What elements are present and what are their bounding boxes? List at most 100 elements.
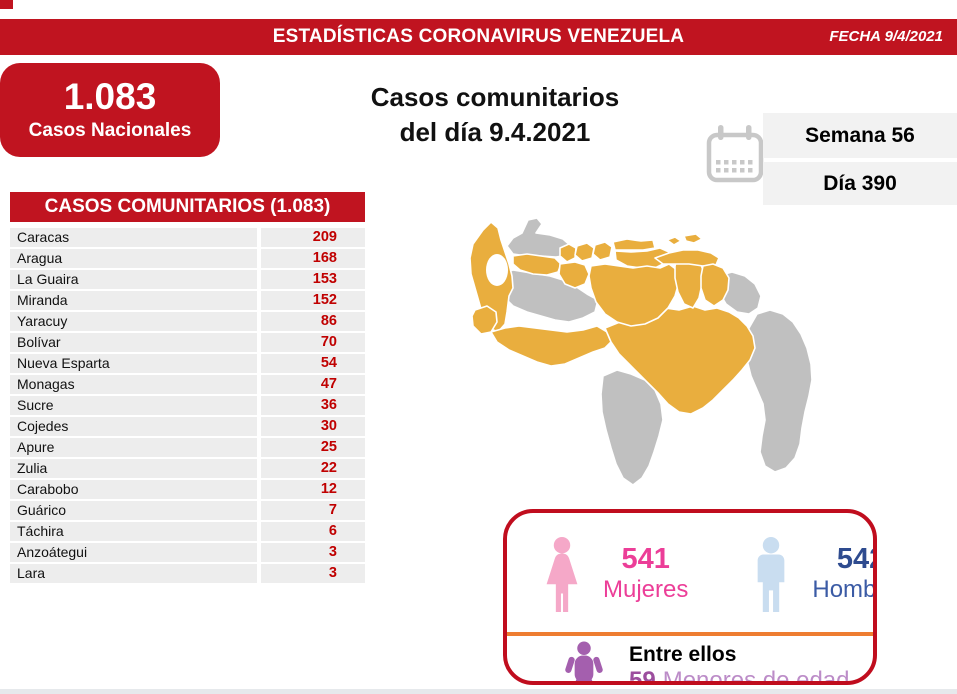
- state-name: Carabobo: [10, 480, 257, 499]
- header-banner: ESTADÍSTICAS CORONAVIRUS VENEZUELA FECHA…: [0, 19, 957, 55]
- page-title-line1: Casos comunitarios: [370, 82, 620, 112]
- table-header: CASOS COMUNITARIOS (1.083): [10, 192, 365, 222]
- state-name: La Guaira: [10, 270, 257, 289]
- state-bolivar: [604, 305, 756, 415]
- national-cases-value: 1.083: [63, 76, 157, 118]
- table-row: Carabobo 12: [10, 480, 365, 499]
- table-row: Bolívar 70: [10, 333, 365, 352]
- man-icon: [758, 536, 785, 612]
- gender-stats-box: 541 Mujeres 542 Hombres: [503, 509, 877, 685]
- state-nueva-esparta-east: [683, 233, 703, 244]
- table-row: La Guaira 153: [10, 270, 365, 289]
- state-value: 30: [260, 417, 365, 436]
- state-name: Caracas: [10, 228, 257, 247]
- state-value: 25: [260, 438, 365, 457]
- table-row: Anzoátegui 3: [10, 543, 365, 562]
- woman-icon: [546, 536, 578, 612]
- gender-stats-top: 541 Mujeres 542 Hombres: [507, 513, 873, 626]
- state-name: Monagas: [10, 375, 257, 394]
- table-row: Lara 3: [10, 564, 365, 583]
- women-text: 541 Mujeres: [603, 543, 689, 603]
- state-value: 3: [260, 564, 365, 583]
- state-sucre: [654, 249, 720, 267]
- state-value: 209: [260, 228, 365, 247]
- table-row: Caracas 209: [10, 228, 365, 247]
- state-name: Miranda: [10, 291, 257, 310]
- state-cojedes: [558, 261, 590, 289]
- calendar-icon: [706, 125, 764, 183]
- minors-text: Entre ellos 59 Menores de edad: [629, 642, 850, 685]
- state-value: 153: [260, 270, 365, 289]
- table-row: Táchira 6: [10, 522, 365, 541]
- state-name: Cojedes: [10, 417, 257, 436]
- minors-count: 59: [629, 666, 656, 685]
- state-name: Apure: [10, 438, 257, 457]
- men-count: 542: [836, 542, 873, 575]
- state-name: Yaracuy: [10, 312, 257, 331]
- minors-stat: Entre ellos 59 Menores de edad: [507, 636, 873, 685]
- state-carabobo: [574, 242, 595, 262]
- state-name: Táchira: [10, 522, 257, 541]
- state-value: 54: [260, 354, 365, 373]
- state-name: Anzoátegui: [10, 543, 257, 562]
- state-value: 7: [260, 501, 365, 520]
- table-row: Sucre 36: [10, 396, 365, 415]
- page-title: Casos comunitarios del día 9.4.2021: [330, 80, 660, 150]
- state-value: 12: [260, 480, 365, 499]
- state-lara: [512, 253, 562, 276]
- minors-line: 59 Menores de edad: [629, 666, 850, 685]
- state-aragua: [592, 241, 613, 261]
- table-row: Miranda 152: [10, 291, 365, 310]
- state-value: 3: [260, 543, 365, 562]
- table-row: Yaracuy 86: [10, 312, 365, 331]
- state-name: Lara: [10, 564, 257, 583]
- community-cases-table: CASOS COMUNITARIOS (1.083) Caracas 209 A…: [10, 192, 365, 585]
- state-value: 152: [260, 291, 365, 310]
- state-name: Bolívar: [10, 333, 257, 352]
- table-row: Monagas 47: [10, 375, 365, 394]
- men-label: Hombres: [812, 575, 877, 603]
- state-value: 22: [260, 459, 365, 478]
- table-row: Cojedes 30: [10, 417, 365, 436]
- banner-date: FECHA 9/4/2021: [829, 28, 943, 45]
- calendar-dots: [716, 160, 753, 173]
- women-label: Mujeres: [603, 575, 689, 603]
- divider-line: [507, 632, 873, 636]
- state-value: 36: [260, 396, 365, 415]
- state-guarico: [588, 263, 680, 327]
- region-esequibo: [745, 309, 813, 473]
- state-value: 70: [260, 333, 365, 352]
- child-icon: [565, 641, 603, 681]
- table-row: Zulia 22: [10, 459, 365, 478]
- state-apure: [490, 325, 614, 367]
- state-name: Aragua: [10, 249, 257, 268]
- men-stat: 542 Hombres: [750, 536, 877, 612]
- state-nueva-esparta-west: [666, 236, 682, 246]
- cases-table-body: Caracas 209 Aragua 168 La Guaira 153 Mir…: [10, 228, 365, 583]
- page-title-line2: del día 9.4.2021: [399, 117, 591, 147]
- table-row: Guárico 7: [10, 501, 365, 520]
- minors-prefix: Entre ellos: [629, 642, 737, 666]
- table-row: Apure 25: [10, 438, 365, 457]
- corner-mark: [0, 0, 13, 9]
- state-value: 47: [260, 375, 365, 394]
- day-badge: Día 390: [763, 162, 957, 205]
- lake-maracaibo: [486, 254, 508, 286]
- banner-title: ESTADÍSTICAS CORONAVIRUS VENEZUELA: [272, 26, 685, 47]
- bottom-strip: [0, 689, 957, 694]
- state-value: 86: [260, 312, 365, 331]
- state-name: Sucre: [10, 396, 257, 415]
- state-name: Guárico: [10, 501, 257, 520]
- venezuela-map: [469, 217, 813, 486]
- state-tachira: [471, 305, 498, 335]
- women-stat: 541 Mujeres: [541, 536, 688, 612]
- state-monagas: [700, 263, 730, 307]
- table-row: Aragua 168: [10, 249, 365, 268]
- state-yaracuy: [559, 243, 577, 263]
- national-cases-box: 1.083 Casos Nacionales: [0, 63, 220, 157]
- men-text: 542 Hombres: [812, 542, 877, 603]
- table-row: Nueva Esparta 54: [10, 354, 365, 373]
- minors-label: Menores de edad: [662, 666, 850, 685]
- national-cases-label: Casos Nacionales: [28, 119, 192, 141]
- state-la-guaira-caracas: [612, 238, 656, 251]
